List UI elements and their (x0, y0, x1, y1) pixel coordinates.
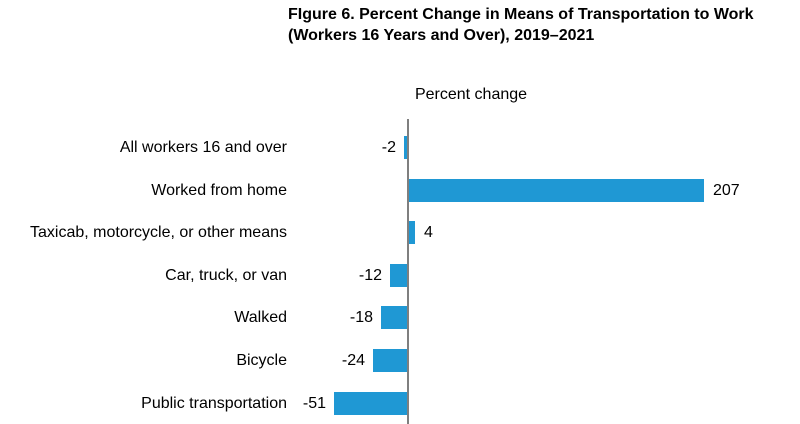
value-label: -12 (358, 267, 382, 284)
category-label: Walked (234, 309, 287, 326)
axis-title: Percent change (414, 86, 528, 103)
bar (373, 349, 407, 372)
category-label: Car, truck, or van (165, 267, 287, 284)
bar (381, 306, 407, 329)
bar (334, 392, 407, 415)
bar (409, 179, 704, 202)
bar (390, 264, 407, 287)
bar (409, 221, 415, 244)
chart-title: FIgure 6. Percent Change in Means of Tra… (288, 4, 754, 46)
chart-title-line1: FIgure 6. Percent Change in Means of Tra… (288, 6, 754, 23)
category-label: Worked from home (151, 182, 287, 199)
bar (404, 136, 407, 159)
value-label: -24 (341, 352, 365, 369)
value-label: -51 (302, 395, 326, 412)
value-label: 4 (424, 224, 433, 241)
category-label: Taxicab, motorcycle, or other means (30, 224, 287, 241)
category-label: All workers 16 and over (119, 139, 287, 156)
value-label: -2 (381, 139, 396, 156)
chart-title-line2: (Workers 16 Years and Over), 2019–2021 (288, 27, 595, 44)
category-label: Public transportation (141, 395, 287, 412)
value-label: -18 (349, 309, 373, 326)
category-label: Bicycle (236, 352, 287, 369)
value-label: 207 (713, 182, 740, 199)
y-axis-line (407, 119, 409, 424)
